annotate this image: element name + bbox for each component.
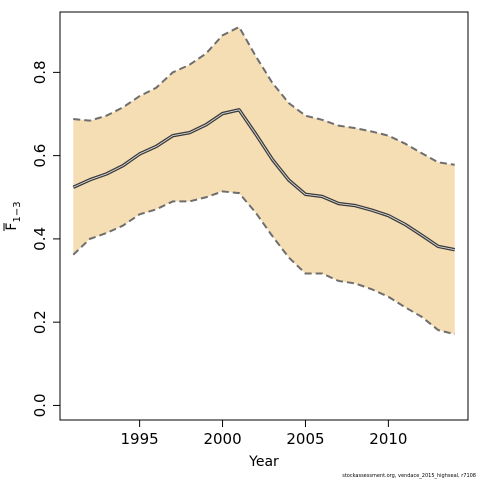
x-axis: 1995 2000 2005 2010: [121, 419, 407, 448]
confidence-upper-line: [73, 25, 455, 166]
confidence-lower-line: [72, 190, 455, 336]
footer-credit: stockassessment.org, vendace_2015_highse…: [342, 473, 476, 479]
series-line: [73, 109, 455, 251]
x-tick-label: 2010: [369, 430, 407, 448]
y-axis-title-subscript: 1−3: [12, 201, 23, 222]
y-tick-label: 0.4: [31, 227, 49, 251]
y-axis-title-text: F1−3: [4, 201, 23, 230]
x-tick-label: 2000: [203, 430, 241, 448]
x-tick-label: 2005: [286, 430, 324, 448]
y-tick-label: 0.2: [31, 310, 49, 334]
y-tick-label: 0.6: [31, 144, 49, 168]
x-tick-label: 1995: [121, 430, 159, 448]
y-axis: 0.0 0.2 0.4 0.6 0.8: [31, 60, 61, 417]
plot-area: [59, 11, 469, 421]
y-axis-title-main: F: [4, 223, 20, 231]
y-axis-title: F1−3: [3, 201, 23, 231]
x-axis-title: Year: [248, 454, 279, 470]
y-tick-label: 0.8: [31, 60, 49, 84]
y-tick-label: 0.0: [31, 393, 49, 417]
confidence-band: [73, 26, 455, 335]
